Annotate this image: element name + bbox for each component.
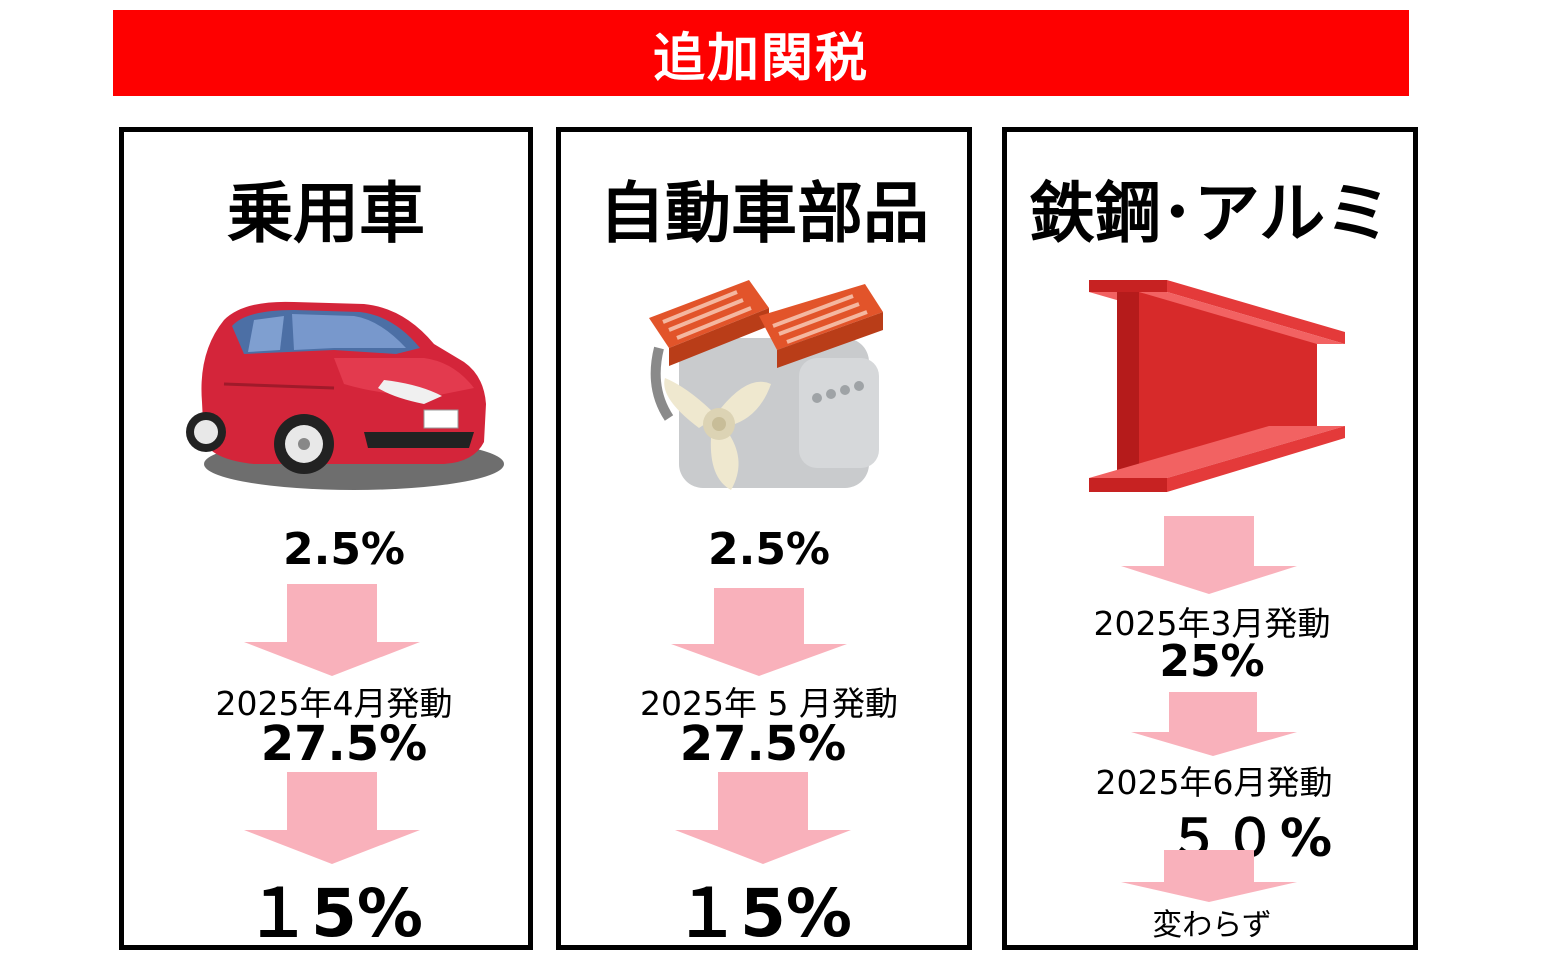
banner-title: 追加関税	[652, 28, 869, 89]
panel-title: 自動車部品	[599, 175, 929, 252]
step-rate: 25%	[1159, 636, 1265, 687]
down-arrow	[244, 584, 420, 676]
red-car-icon	[186, 301, 504, 490]
down-arrow	[675, 772, 851, 864]
no-change-note: 変わらず	[1152, 908, 1272, 943]
steel-h-beam-icon	[1089, 280, 1345, 492]
engine-icon	[649, 280, 883, 490]
panel-steel-aluminum: 鉄鋼･アルミ 2025年3月発動 25% 2025年6月発動 ５０% 変わらず	[1002, 127, 1418, 950]
initial-rate: 2.5%	[707, 524, 831, 575]
down-arrow	[1121, 850, 1297, 902]
panel-passenger-car: 乗用車 2.5% 2025年4月発動 27.5% １5%	[119, 127, 533, 952]
effective-date: 2025年 5 月発動	[640, 684, 898, 723]
effective-date: 2025年3月発動	[1093, 604, 1331, 643]
panel-title: 乗用車	[227, 175, 425, 252]
down-arrow	[1131, 692, 1297, 756]
step-rate: 27.5%	[260, 716, 428, 772]
effective-date: 2025年4月発動	[215, 684, 453, 723]
effective-date: 2025年6月発動	[1095, 763, 1333, 802]
down-arrow	[244, 772, 420, 864]
title-banner: 追加関税	[113, 10, 1409, 96]
step-rate: 27.5%	[679, 716, 847, 772]
final-rate: １5%	[244, 875, 424, 952]
panel-title: 鉄鋼･アルミ	[1028, 175, 1392, 252]
down-arrow	[671, 588, 847, 676]
down-arrow	[1121, 516, 1297, 594]
final-rate: １5%	[673, 875, 853, 952]
panel-auto-parts: 自動車部品 2.5% 2025年 5 月発動 27.5% １5%	[556, 127, 972, 952]
initial-rate: 2.5%	[282, 524, 406, 575]
